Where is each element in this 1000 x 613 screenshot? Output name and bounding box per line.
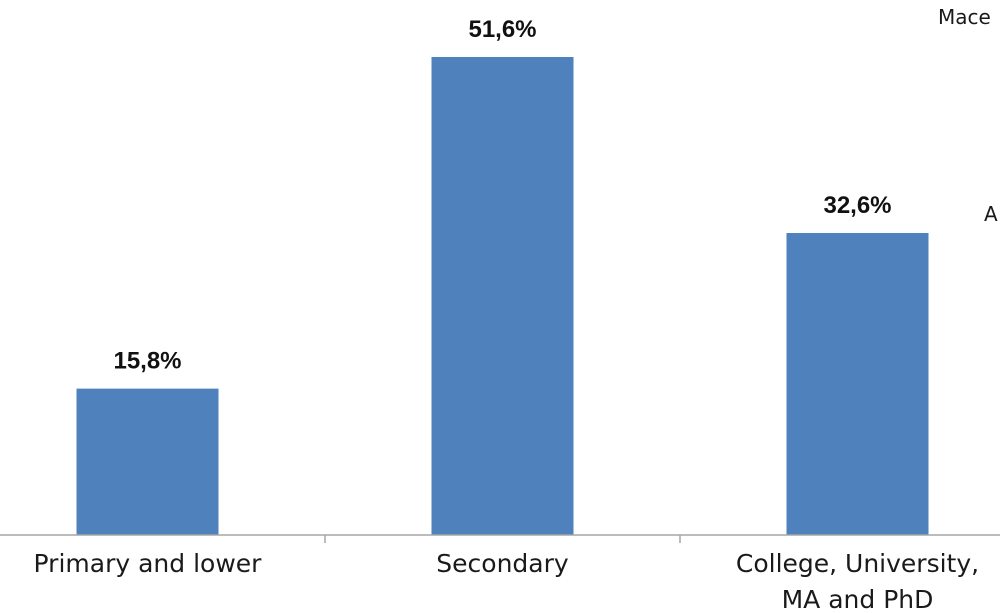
side-text-middle-right: A — [984, 202, 998, 226]
bar-3 — [786, 233, 929, 535]
x-axis-ticks — [324, 535, 681, 543]
category-label-1: Primary and lower — [34, 549, 263, 578]
bar-2 — [431, 57, 574, 535]
category-labels-group: Primary and lower Secondary College, Unive… — [34, 549, 980, 613]
bar-1 — [76, 388, 219, 535]
category-label-2: Secondary — [436, 549, 569, 578]
category-label-3: College, University, MA and PhD — [736, 549, 979, 613]
value-label-2: 51,6% — [468, 16, 536, 43]
value-label-3: 32,6% — [823, 192, 891, 219]
side-text-top-right: Mace — [938, 5, 991, 29]
bars-group — [76, 57, 929, 535]
value-labels-group: 15,8% 51,6% 32,6% — [113, 16, 891, 375]
value-label-1: 15,8% — [113, 348, 181, 375]
